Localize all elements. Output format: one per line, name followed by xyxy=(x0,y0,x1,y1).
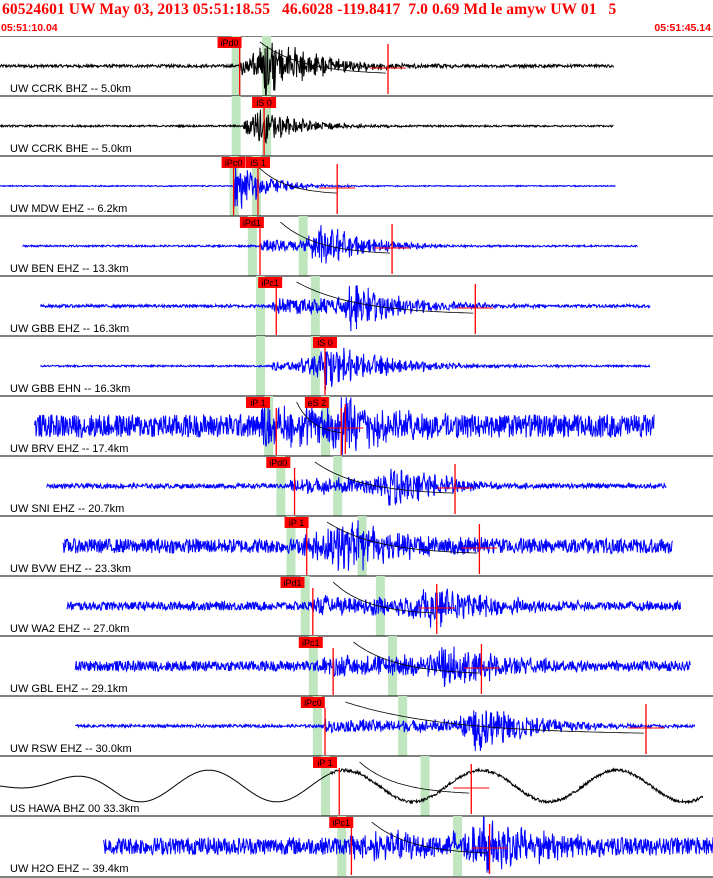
station-label: UW MDW EHZ -- 6.2km xyxy=(10,203,127,215)
waveform xyxy=(40,347,651,390)
travel-time-band xyxy=(337,816,347,876)
seismogram-plot: iPd0 UW CCRK BHZ -- 5.0km iS 0 UW CCRK BHE … xyxy=(0,36,713,878)
pick-box xyxy=(329,817,354,828)
waveform xyxy=(75,710,696,752)
waveform xyxy=(0,163,616,209)
pick-box xyxy=(245,397,270,408)
station-label: UW CCRK BHE -- 5.0km xyxy=(10,143,132,155)
travel-time-band xyxy=(420,756,430,816)
coda-curve xyxy=(359,761,470,794)
trace-panel: iPc1 UW GBB EHZ -- 16.3km xyxy=(0,275,713,336)
station-label: UW SNI EHZ -- 20.7km xyxy=(10,503,124,515)
station-label: UW BRV EHZ -- 17.4km xyxy=(10,443,128,455)
pick-box xyxy=(313,337,338,348)
station-label: UW BEN EHZ -- 13.3km xyxy=(10,263,129,275)
trace-panel: iPc0 UW RSW EHZ -- 30.0km xyxy=(0,695,713,756)
coda-curve xyxy=(296,281,474,314)
station-label: UW H2O EHZ -- 39.4km xyxy=(10,863,129,875)
station-label: UW GBB EHN -- 16.3km xyxy=(10,383,130,395)
pick-box xyxy=(252,97,277,108)
waveform xyxy=(40,285,651,332)
waveform xyxy=(62,520,673,571)
pick-box xyxy=(300,697,325,708)
coda-curve xyxy=(259,41,387,74)
station-label: UW GBB EHZ -- 16.3km xyxy=(10,323,129,335)
pick-label: iPc1 xyxy=(261,278,279,288)
station-label: UW WA2 EHZ -- 27.0km xyxy=(10,623,129,635)
pick-label: iPd0 xyxy=(221,38,239,48)
pick-box xyxy=(280,577,305,588)
pick-label: eS 2 xyxy=(308,398,327,408)
station-label: UW RSW EHZ -- 30.0km xyxy=(10,743,132,755)
pick-label: iPc0 xyxy=(304,698,322,708)
waveform xyxy=(0,767,704,805)
waveform xyxy=(34,397,655,455)
pick-box xyxy=(313,757,338,768)
pick-box xyxy=(258,277,283,288)
header: 60524601 UW May 03, 2013 05:51:18.55 46.… xyxy=(0,0,713,36)
travel-time-band xyxy=(310,276,320,336)
coda-curve xyxy=(371,821,488,854)
pick-label: iP 1 xyxy=(289,518,304,528)
trace-panel: iPc0 iS 1 UW MDW EHZ -- 6.2km xyxy=(0,155,713,216)
pick-box xyxy=(284,517,309,528)
travel-time-band xyxy=(398,696,408,756)
waveform xyxy=(22,225,638,264)
coda-curve xyxy=(345,701,644,734)
pick-label: iPd1 xyxy=(243,218,261,228)
station-label: US HAWA BHZ 00 33.3km xyxy=(10,803,139,815)
trace-panel: iS 0 UW CCRK BHE -- 5.0km xyxy=(0,95,713,156)
waveform xyxy=(103,816,713,874)
pick-box xyxy=(239,217,264,228)
travel-time-band xyxy=(321,756,331,816)
pick-label: iS 1 xyxy=(250,158,266,168)
pick-label: iPc1 xyxy=(302,638,320,648)
waveform xyxy=(0,109,614,145)
coda-curve xyxy=(353,641,480,674)
trace-panel: iP 1 US HAWA BHZ 00 33.3km xyxy=(0,755,713,816)
pick-label: iPc0 xyxy=(225,158,243,168)
pick-label: iPc1 xyxy=(333,818,351,828)
waveform xyxy=(46,468,667,506)
waveform xyxy=(0,42,614,96)
pick-label: iS 0 xyxy=(317,338,333,348)
trace-panel: iP 1 eS 2 UW BRV EHZ -- 17.4km xyxy=(0,395,713,456)
trace-panel: iP 1 UW BVW EHZ -- 23.3km xyxy=(0,515,713,576)
station-label: UW BVW EHZ -- 23.3km xyxy=(10,563,131,575)
pick-box xyxy=(245,157,270,168)
pick-label: iPd0 xyxy=(269,458,287,468)
trace-panel: iPc1 UW GBL EHZ -- 29.1km xyxy=(0,635,713,696)
coda-curve xyxy=(296,401,344,434)
station-label: UW GBL EHZ -- 29.1km xyxy=(10,683,128,695)
pick-box xyxy=(304,397,329,408)
station-label: UW CCRK BHZ -- 5.0km xyxy=(10,83,131,95)
trace-panel: iPd1 UW BEN EHZ -- 13.3km xyxy=(0,215,713,276)
event-title: 60524601 UW May 03, 2013 05:51:18.55 46.… xyxy=(2,1,617,18)
travel-time-band xyxy=(298,216,308,276)
pick-box xyxy=(221,157,246,168)
pick-box xyxy=(217,37,242,48)
end-time-label: 05:51:45.14 xyxy=(654,22,711,34)
pick-box xyxy=(298,637,323,648)
trace-panel: iPd1 UW WA2 EHZ -- 27.0km xyxy=(0,575,713,636)
coda-curve xyxy=(332,581,435,614)
trace-panel: iPd0 UW SNI EHZ -- 20.7km xyxy=(0,455,713,516)
pick-label: iP 1 xyxy=(317,758,332,768)
pick-label: iP 1 xyxy=(250,398,265,408)
coda-curve xyxy=(314,461,454,494)
pick-label: iPd1 xyxy=(284,578,302,588)
coda-curve xyxy=(253,161,338,194)
pick-label: iS 0 xyxy=(256,98,272,108)
start-time-label: 05:51:10.04 xyxy=(1,22,58,34)
waveform xyxy=(74,646,691,688)
coda-curve xyxy=(280,221,391,254)
pick-box xyxy=(266,457,291,468)
trace-panel: iPd0 UW CCRK BHZ -- 5.0km xyxy=(0,36,713,96)
trace-panel: iPc1 UW H2O EHZ -- 39.4km xyxy=(0,815,713,876)
waveform xyxy=(66,588,681,628)
coda-curve xyxy=(326,521,478,554)
trace-panel: iS 0 UW GBB EHN -- 16.3km xyxy=(0,335,713,396)
